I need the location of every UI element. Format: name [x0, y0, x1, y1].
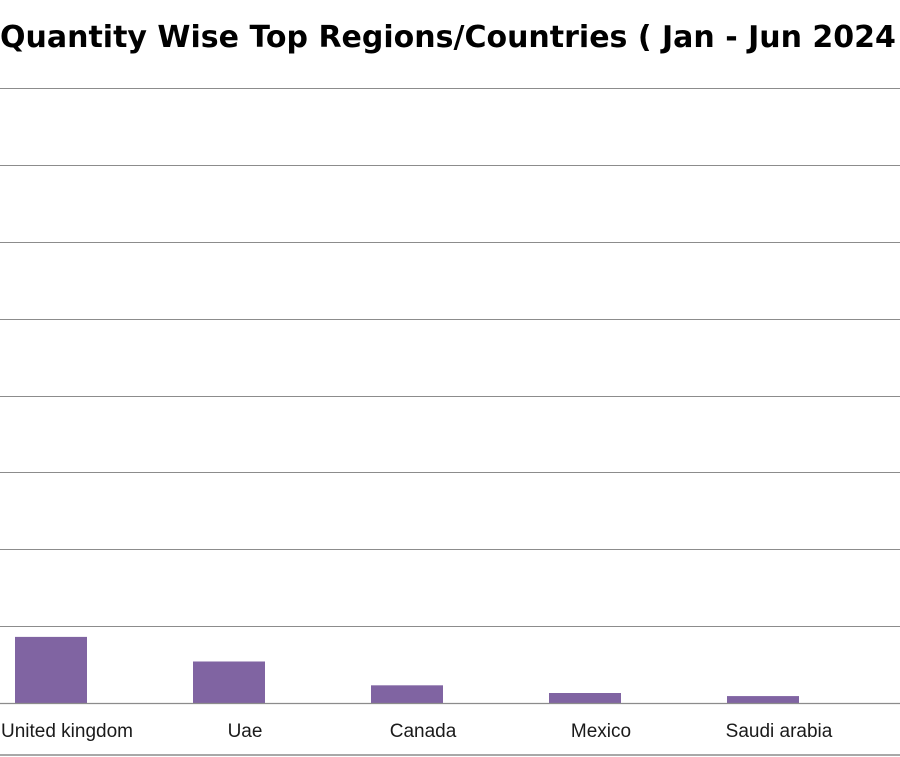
x-tick-label: United kingdom: [1, 721, 133, 742]
category-labels: United kingdom Uae Canada Mexico Saudi arabi…: [1, 721, 833, 742]
x-tick-label: Mexico: [571, 721, 631, 742]
bar-canada: [371, 685, 443, 703]
bars: [15, 636, 799, 703]
x-tick-label: Uae: [228, 721, 263, 742]
bar-uae: [193, 661, 265, 703]
bar-saudi-arabia: [727, 696, 799, 703]
x-tick-label: Saudi arabia: [726, 721, 833, 742]
x-tick-label: Canada: [390, 721, 457, 742]
gridlines: [0, 88, 900, 627]
chart-title: Quantity Wise Top Regions/Countries ( Ja…: [0, 20, 900, 55]
bar-united-kingdom: [15, 636, 87, 703]
bar-mexico: [549, 693, 621, 703]
